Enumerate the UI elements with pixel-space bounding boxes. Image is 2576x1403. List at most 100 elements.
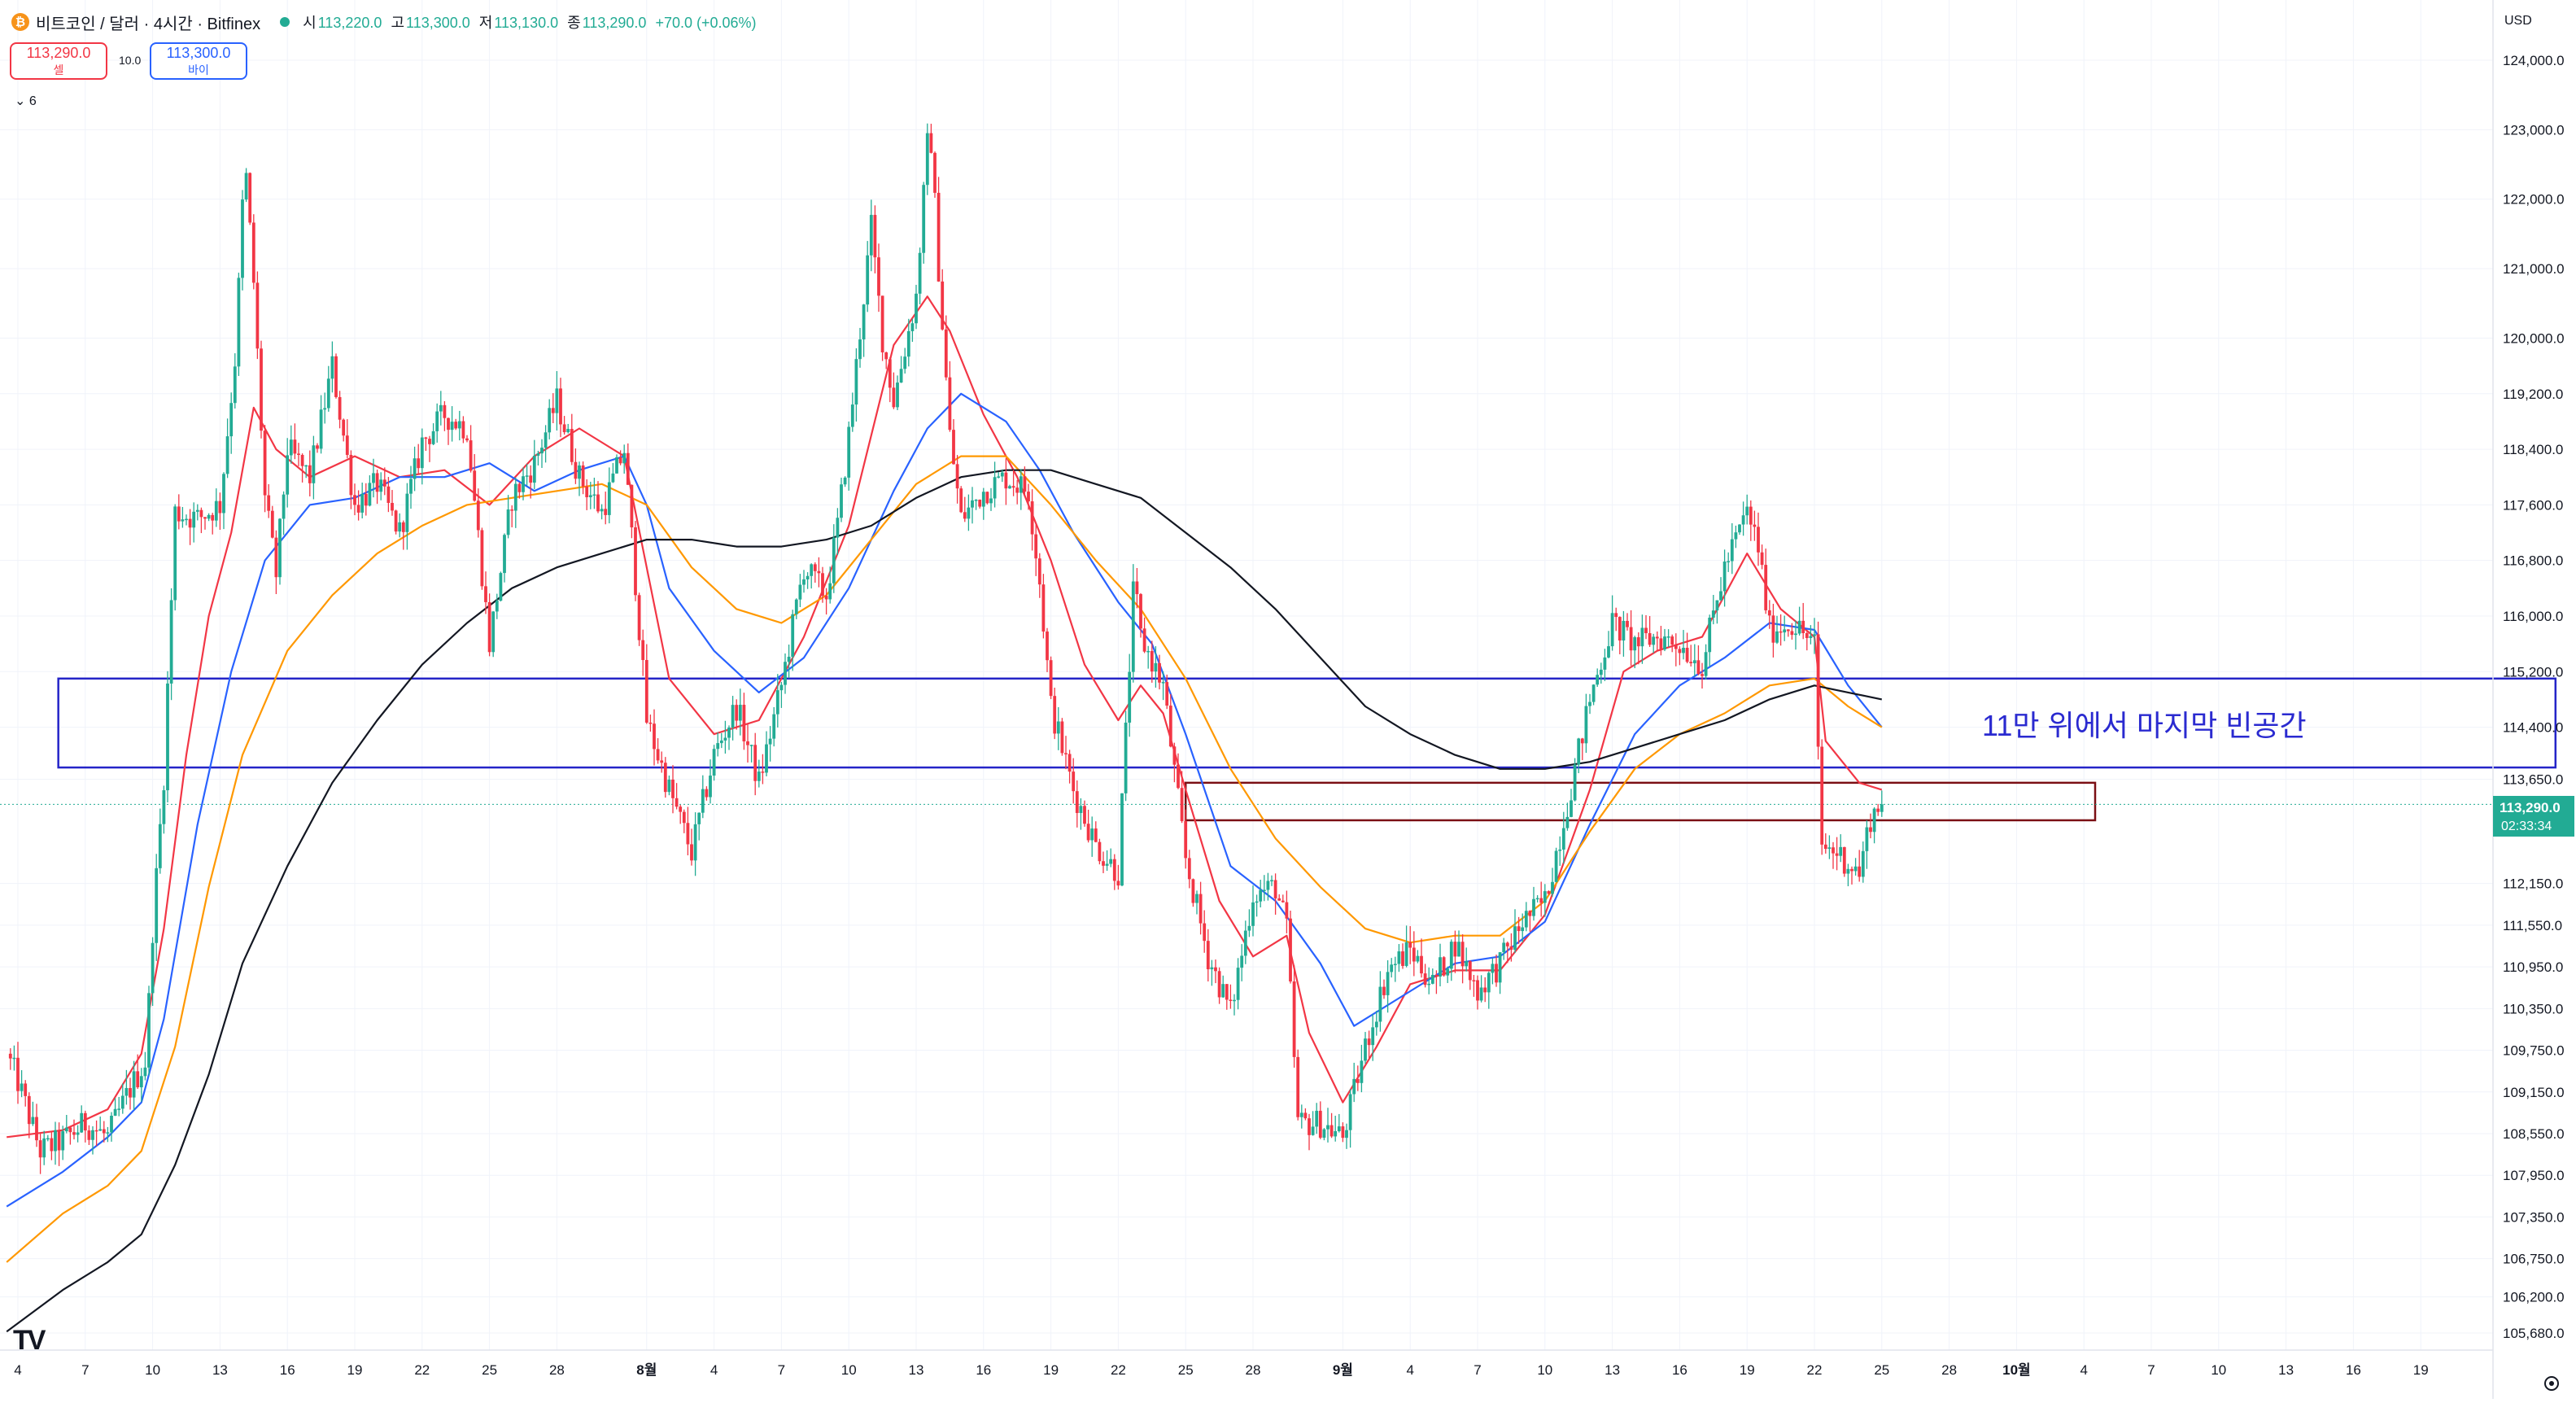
x-tick-label: 19 [1740, 1362, 1755, 1378]
candle-body [1479, 987, 1483, 1001]
candle-body [1420, 955, 1423, 974]
candle-body [918, 252, 922, 294]
candle-body [1722, 562, 1727, 592]
candle-body [372, 473, 375, 483]
candle-body [1622, 620, 1626, 641]
candle-body [903, 356, 907, 369]
candle-body [476, 500, 480, 531]
candle-body [1135, 581, 1139, 595]
low-key: 저 [478, 15, 493, 31]
candle-body [1711, 610, 1715, 618]
candle-body [1277, 898, 1281, 901]
x-tick-label: 22 [1111, 1362, 1126, 1378]
candle-body [1251, 902, 1255, 926]
candle-body [671, 779, 675, 798]
candle-body [1636, 637, 1640, 647]
ma-line-3 [6, 469, 1883, 1333]
candle-body [693, 824, 697, 861]
candle-body [551, 408, 555, 413]
candle-body [1255, 901, 1259, 903]
candle-body [690, 844, 693, 861]
symbol-header[interactable]: ₿ 비트코인 / 달러 · 4시간 · Bitfinex 시 113,220.0 … [11, 10, 762, 34]
candle-body [588, 495, 592, 497]
candle-body [1554, 850, 1558, 882]
candle-body [1198, 894, 1203, 924]
candle-body [896, 382, 899, 408]
candle-body [129, 1087, 132, 1098]
candle-body [847, 426, 851, 478]
candle-body [1378, 986, 1382, 1022]
candle-body [244, 173, 248, 200]
currency-label[interactable]: USD [2504, 14, 2532, 28]
candle-body [850, 404, 854, 427]
y-tick-label: 107,950.0 [2503, 1168, 2565, 1183]
ma-line-2 [6, 455, 1883, 1263]
candle-body [1154, 662, 1158, 672]
candle-body [1266, 881, 1270, 890]
currency-text[interactable]: USD [2504, 14, 2532, 28]
candle-body [72, 1132, 76, 1135]
candle-body [836, 518, 840, 538]
y-tick-label: 121,000.0 [2503, 261, 2565, 277]
symbol-title[interactable]: 비트코인 / 달러 · 4시간 · Bitfinex [36, 15, 261, 33]
candle-body [723, 737, 727, 741]
x-tick-label: 10 [145, 1362, 160, 1378]
candle-body [1341, 1126, 1345, 1139]
candle-body [495, 601, 499, 612]
indicators-toggle[interactable]: ⌄ 6 [15, 93, 37, 109]
candle-body [173, 506, 177, 601]
candle-body [944, 329, 948, 378]
candle-body [1753, 524, 1757, 527]
logo-text[interactable]: TV [13, 1325, 49, 1356]
gap-zone[interactable] [1184, 781, 2097, 822]
sell-button[interactable]: 113,290.0 셀 [10, 42, 107, 80]
candle-body [181, 519, 185, 522]
candle-body [1472, 980, 1476, 981]
candle-body [124, 1087, 129, 1096]
candle-body [1794, 633, 1797, 636]
tradingview-logo[interactable]: TV [13, 1325, 49, 1356]
candle-body [447, 417, 450, 431]
candle-body [360, 493, 365, 513]
candle-body [1757, 527, 1760, 553]
candle-body [798, 584, 802, 600]
candle-body [1072, 771, 1076, 792]
candle-body [31, 1117, 35, 1125]
candle-body [1423, 973, 1427, 986]
candle-body [38, 1140, 42, 1158]
candle-body [491, 611, 496, 653]
candle-body [1184, 821, 1188, 859]
candle-body [255, 282, 260, 349]
candle-body [457, 421, 461, 429]
candle-body [648, 722, 653, 724]
candle-body [465, 438, 469, 441]
candle-body [147, 993, 151, 1068]
candle-body [439, 404, 443, 412]
candle-body [278, 518, 282, 578]
candle-body [368, 483, 372, 506]
candle-body [1098, 841, 1102, 862]
candle-body [46, 1138, 50, 1140]
candle-body [91, 1130, 94, 1140]
candle-body [1767, 610, 1771, 616]
upper-zone[interactable] [57, 677, 2557, 769]
candle-body [1191, 879, 1195, 903]
candle-body [828, 583, 832, 600]
candle-body [420, 437, 424, 469]
candle-body [1539, 898, 1543, 903]
candle-body [1853, 866, 1858, 872]
close-key: 종 [567, 15, 581, 31]
candle-body [529, 475, 533, 483]
buy-button[interactable]: 113,300.0 바이 [150, 42, 247, 80]
candle-body [1551, 881, 1554, 894]
candle-body [334, 356, 338, 397]
candle-body [1315, 1110, 1319, 1127]
settings-gear-icon[interactable] [2544, 1376, 2559, 1391]
y-tick-label: 118,400.0 [2503, 442, 2563, 457]
candle-body [1023, 476, 1027, 492]
candle-body [297, 453, 300, 455]
candle-body [749, 745, 753, 746]
candle-body [1869, 827, 1872, 833]
